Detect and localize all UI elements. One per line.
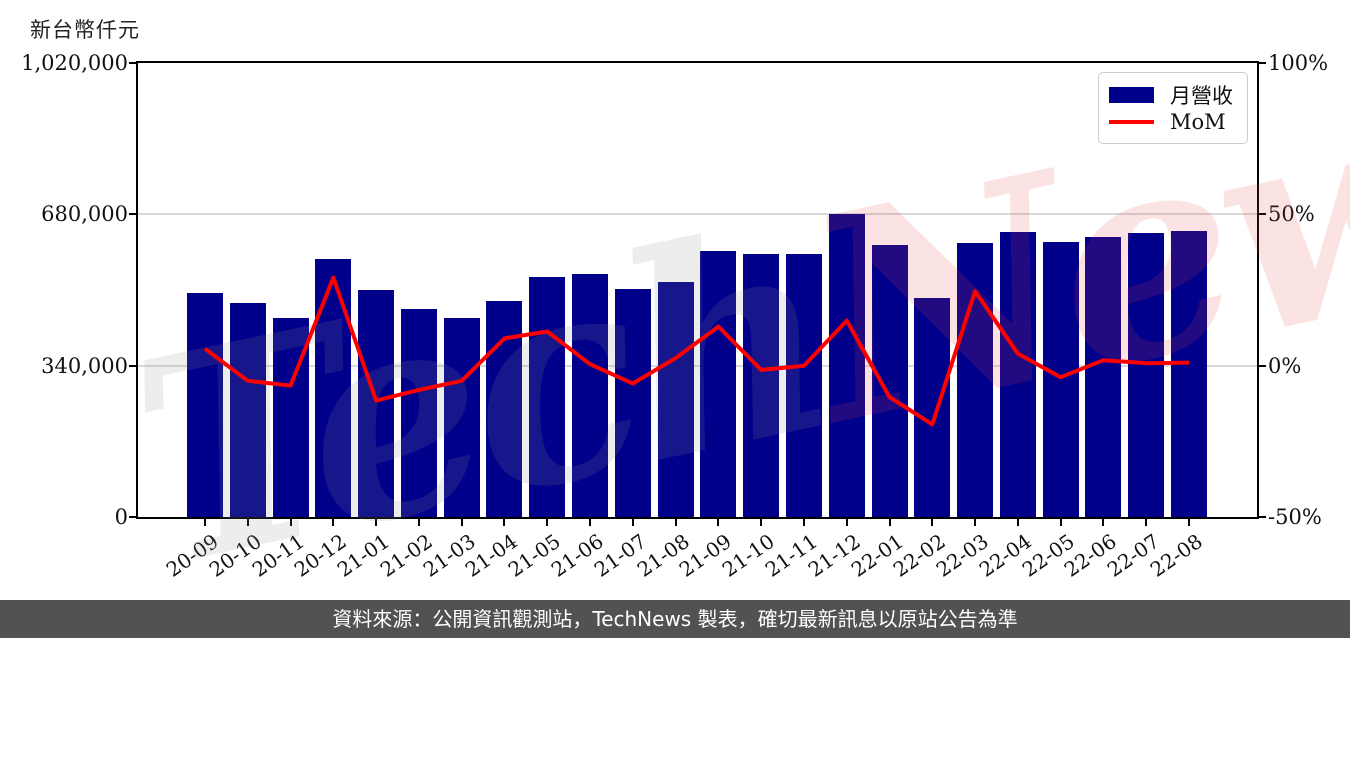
right-axis-tickmark [1259,213,1266,216]
x-axis-tickmark [1102,519,1105,526]
x-axis-tickmark [460,519,463,526]
bar-series-label: 月營收 [1170,83,1233,108]
left-axis-tickmark [129,213,136,216]
revenue-bar-22-08 [1171,231,1207,517]
legend-item-mom: MoM [1109,108,1233,135]
revenue-bar-21-01 [358,289,395,517]
right-axis-tick-label: 100% [1268,51,1329,75]
revenue-bar-22-06 [1085,237,1122,517]
revenue-bar-21-10 [743,254,780,517]
revenue-bar-22-01 [871,245,908,517]
left-axis-tickmark [129,364,136,367]
plot-area: TechNews 月營收 MoM [110,1,1350,631]
x-axis-tickmark [1145,519,1148,526]
right-axis-tickmark [1259,62,1266,64]
x-axis-tickmark [717,519,720,526]
revenue-bar-21-11 [785,253,822,517]
x-axis-tickmark [1016,519,1019,526]
left-axis-tick-label: 340,000 [41,353,128,378]
x-axis-tickmark [674,519,677,526]
revenue-bar-22-03 [957,243,994,517]
x-axis-tickmark [503,519,506,526]
revenue-bar-22-04 [999,232,1036,517]
x-axis-tickmark [1059,519,1062,526]
x-axis-tickmark [589,519,592,526]
left-axis-tickmark [129,516,136,518]
x-axis-tickmark [888,519,891,526]
line-series-swatch [1109,119,1154,124]
x-axis-tickmark [631,519,634,526]
x-axis-tickmark [974,519,977,526]
right-axis-tick-label: 50% [1268,202,1315,227]
right-axis-tick-label: 0% [1268,353,1302,378]
gridline [138,364,1257,367]
x-axis-tickmark [1188,519,1190,526]
revenue-bar-22-07 [1128,233,1165,517]
revenue-bar-22-05 [1042,242,1079,517]
x-axis-tickmark [845,519,848,526]
chart-figure: 新台幣仟元 TechNews 月營收 MoM 資料來源：公開資訊觀測站，Tech… [0,1,1350,638]
x-axis-tickmark [289,519,292,526]
x-axis-tickmark [204,519,206,526]
revenue-bar-20-12 [315,259,352,517]
line-series-label: MoM [1170,109,1226,134]
x-axis-tickmark [802,519,805,526]
right-axis-tick-label: -50% [1268,505,1322,529]
revenue-bar-21-07 [614,288,651,517]
gridline [138,213,1257,216]
revenue-bar-21-12 [828,214,865,517]
right-axis-tickmark [1259,364,1266,367]
source-footer: 資料來源：公開資訊觀測站，TechNews 製表，確切最新訊息以原站公告為準 [0,600,1350,638]
left-axis-unit-label: 新台幣仟元 [30,18,140,42]
revenue-bar-21-03 [443,318,480,517]
left-axis-tickmark [129,62,136,64]
mom-line-chart [203,275,1190,427]
bar-series-swatch [1109,86,1154,103]
x-axis-tickmark [246,519,249,526]
right-axis-tickmark [1259,516,1266,518]
revenue-bar-20-09 [187,292,223,517]
legend-item-revenue: 月營收 [1109,81,1233,108]
x-axis-tickmark [760,519,763,526]
x-axis-tickmark [375,519,378,526]
revenue-bar-21-08 [657,281,694,517]
revenue-bar-21-06 [572,274,609,517]
x-axis-tickmark [931,519,934,526]
x-axis-tickmark [417,519,420,526]
revenue-bar-21-09 [700,251,737,517]
x-axis-tickmark [332,519,335,526]
revenue-bar-21-02 [400,308,437,517]
revenue-bar-21-05 [529,276,566,517]
revenue-bar-22-02 [914,297,951,517]
legend: 月營收 MoM [1098,72,1248,144]
left-axis-tick-label: 680,000 [41,202,128,227]
left-axis-tick-label: 1,020,000 [21,51,128,75]
x-axis-tickmark [546,519,549,526]
left-axis-tick-label: 0 [114,505,128,529]
revenue-bar-20-10 [229,303,266,517]
